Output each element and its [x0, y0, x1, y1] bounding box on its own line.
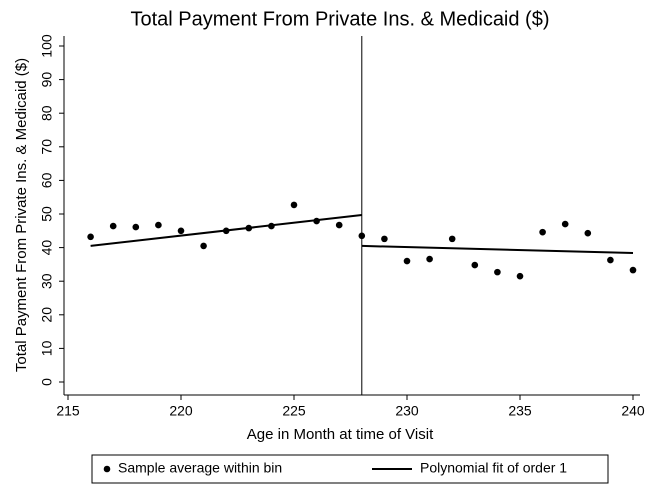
- y-tick-label: 50: [39, 206, 55, 222]
- data-point: [539, 228, 546, 236]
- y-tick-label: 60: [39, 172, 55, 188]
- legend-box: [91, 454, 609, 484]
- y-tick-label: 80: [39, 105, 55, 121]
- x-tick-label: 220: [169, 403, 193, 419]
- data-point: [155, 221, 162, 229]
- data-point: [200, 242, 207, 250]
- data-point: [448, 235, 456, 243]
- y-tick-label: 90: [39, 72, 55, 88]
- data-point: [561, 220, 569, 228]
- x-tick-label: 225: [282, 403, 306, 419]
- data-point: [109, 222, 117, 230]
- x-tick-label: 215: [56, 403, 80, 419]
- y-tick-label: 30: [39, 273, 55, 289]
- x-tick-label: 230: [395, 403, 419, 419]
- data-point: [629, 266, 637, 274]
- fit-line: [361, 244, 634, 254]
- data-point: [471, 261, 479, 269]
- y-tick-label: 0: [39, 378, 55, 386]
- data-point: [177, 227, 185, 235]
- legend-label: Polynomial fit of order 1: [420, 460, 567, 476]
- data-point: [426, 255, 433, 263]
- x-tick-label: 240: [621, 403, 645, 419]
- fit-line: [90, 214, 362, 247]
- legend-label: Sample average within bin: [118, 460, 282, 476]
- data-point: [403, 257, 411, 265]
- chart-title: Total Payment From Private Ins. & Medica…: [130, 8, 549, 30]
- x-tick-label: 235: [508, 403, 532, 419]
- x-axis-label: Age in Month at time of Visit: [247, 426, 434, 443]
- data-point: [584, 229, 592, 237]
- data-point: [290, 201, 298, 209]
- data-point: [132, 223, 140, 231]
- data-point: [516, 272, 524, 280]
- data-point: [494, 268, 501, 276]
- y-tick-label: 70: [39, 139, 55, 155]
- data-point: [381, 235, 388, 243]
- y-tick-label: 20: [39, 307, 55, 323]
- y-tick-label: 100: [39, 34, 55, 58]
- legend-marker: [103, 465, 111, 473]
- data-point: [335, 221, 343, 229]
- data-point: [607, 256, 614, 264]
- y-tick-label: 40: [39, 240, 55, 256]
- y-axis-label: Total Payment From Private Ins. & Medica…: [13, 58, 30, 372]
- data-point: [87, 233, 94, 241]
- data-point: [358, 232, 366, 240]
- y-tick-label: 10: [39, 340, 55, 356]
